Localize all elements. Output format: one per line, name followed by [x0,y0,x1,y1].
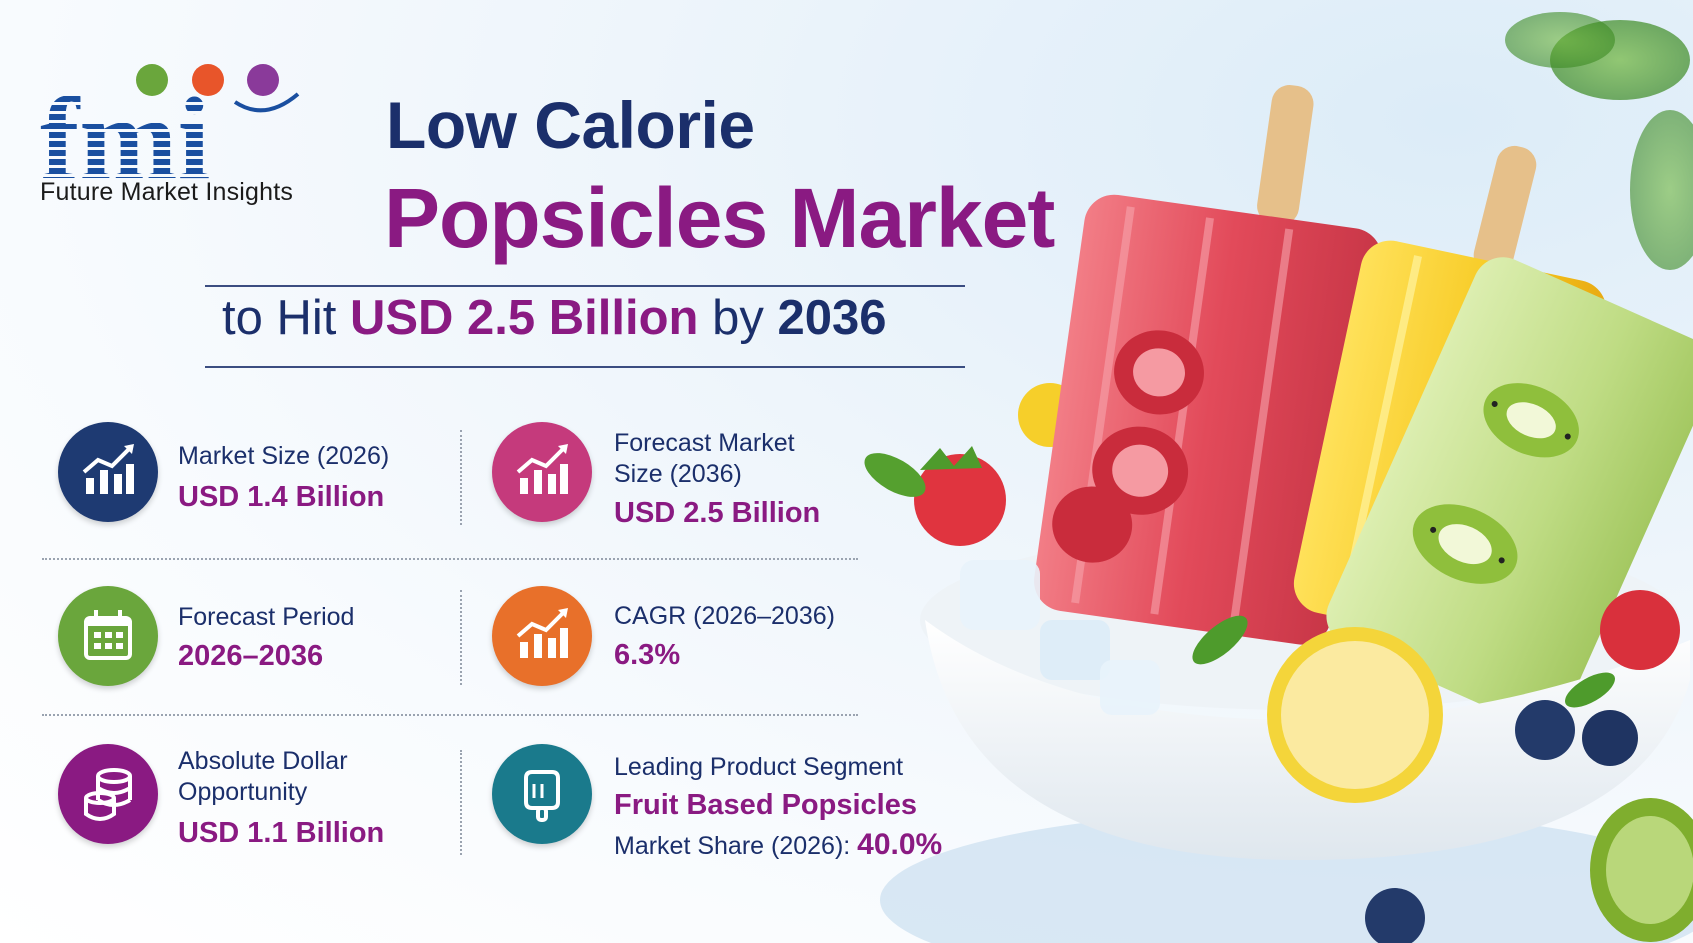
stat-value: USD 1.1 Billion [178,817,385,849]
page-title-line1: Low Calorie [386,88,755,162]
stat-value: USD 2.5 Billion [614,497,821,529]
divider-vertical-3 [460,750,462,855]
subtitle-year: 2036 [777,291,887,345]
market-share-value: 40.0% [857,828,943,861]
fmi-logo: fmi Future Market Insights [40,48,340,218]
divider-horizontal-1 [42,558,858,560]
fmi-logo-mark: fmi [40,64,300,200]
bar-chart-up-icon [492,422,592,522]
stat-value: 6.3% [614,639,681,671]
coin-stack-icon [58,744,158,844]
divider-vertical-1 [460,430,462,525]
stat-value: 2026–2036 [178,640,324,672]
bar-chart-up-icon [492,586,592,686]
svg-text:fmi: fmi [40,73,210,200]
stat-label: Absolute Dollar Opportunity [178,746,348,808]
divider-horizontal-2 [42,714,858,716]
market-share: Market Share (2026): 40.0% [614,830,942,860]
calendar-icon [58,586,158,686]
stat-label: Forecast Period [178,603,355,631]
company-name: Future Market Insights [40,178,294,206]
subtitle-highlight: USD 2.5 Billion [349,291,699,345]
stat-value: USD 1.4 Billion [178,481,385,513]
subtitle-rule-top [205,285,965,287]
subtitle-middle: by [698,291,778,345]
divider-vertical-2 [460,590,462,685]
stat-label: Market Size (2026) [178,442,390,470]
subtitle-prefix: to Hit [222,291,350,345]
stat-label-line1: Forecast Market [614,429,795,457]
stat-label: Forecast Market Size (2036) [614,428,795,490]
stat-label: CAGR (2026–2036) [614,602,835,630]
bar-chart-up-icon [58,422,158,522]
page-title-line2: Popsicles Market [384,171,1055,265]
stat-label: Leading Product Segment [614,753,904,781]
stat-label-line2: Opportunity [178,778,308,806]
stat-label-line2: Size (2036) [614,460,742,488]
popsicle-icon [492,744,592,844]
subtitle-rule-bottom [205,366,965,368]
stat-value: Fruit Based Popsicles [614,789,917,821]
stat-label-line1: Absolute Dollar [178,747,348,775]
market-share-label: Market Share (2026): [614,832,858,860]
subtitle: to Hit USD 2.5 Billion by 2036 [222,294,887,343]
